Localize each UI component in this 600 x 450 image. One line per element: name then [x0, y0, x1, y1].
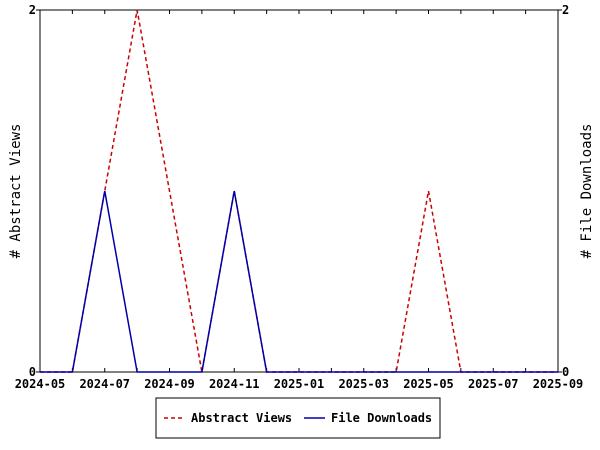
- y-axis-right-title: # File Downloads: [579, 124, 595, 259]
- y-tick-label-right: 0: [562, 365, 569, 379]
- x-tick-label: 2024-09: [144, 377, 195, 391]
- x-tick-label: 2025-07: [468, 377, 519, 391]
- plot-area: [39, 9, 559, 373]
- y-tick-label-right: 2: [562, 3, 569, 17]
- x-tick-label: 2024-05: [15, 377, 66, 391]
- axis-ticks: [36, 9, 562, 373]
- legend-label-file-downloads: File Downloads: [331, 411, 432, 425]
- series-layer: [40, 9, 558, 373]
- x-tick-label: 2025-09: [533, 377, 584, 391]
- x-tick-label: 2025-05: [403, 377, 454, 391]
- y-tick-label-left: 0: [29, 365, 36, 379]
- series-line-file-downloads: [40, 190, 558, 373]
- x-tick-label: 2025-03: [338, 377, 389, 391]
- y-axis-left-title: # Abstract Views: [8, 124, 24, 259]
- legend: Abstract Views File Downloads: [155, 397, 441, 439]
- series-line-abstract-views: [40, 9, 558, 373]
- x-tick-label: 2024-07: [79, 377, 130, 391]
- legend-box: [155, 397, 441, 439]
- x-tick-label: 2024-11: [209, 377, 260, 391]
- y-tick-label-left: 2: [29, 3, 36, 17]
- legend-label-abstract-views: Abstract Views: [191, 411, 292, 425]
- x-tick-label: 2025-01: [274, 377, 325, 391]
- axis-labels: 2024-05 2024-07 2024-09 2024-11 2025-01 2025-…: [15, 3, 584, 391]
